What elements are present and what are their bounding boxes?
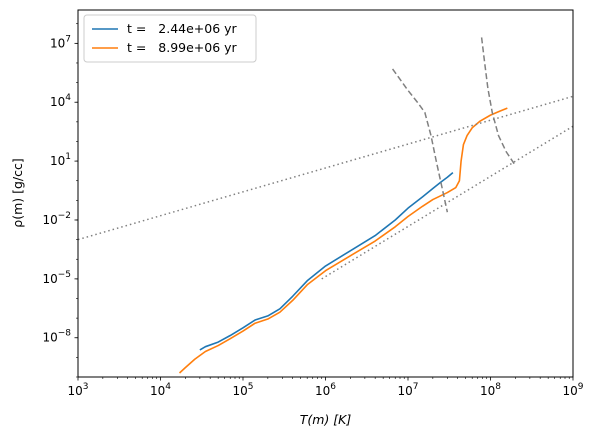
series-line-3 bbox=[78, 95, 573, 241]
y-tick-label: 10−2 bbox=[42, 211, 71, 227]
legend-label-series-2: t = 8.99e+06 yr bbox=[127, 40, 238, 55]
x-tick-label: 108 bbox=[480, 382, 501, 398]
legend-label-series-1: t = 2.44e+06 yr bbox=[127, 21, 238, 36]
x-axis-label-text: T(m) [K] bbox=[300, 412, 352, 427]
y-axis-ticks: 10−8 10−5 10−2 101 104 107 bbox=[42, 23, 78, 378]
svg-text:ρ(m) [g/cc]: ρ(m) [g/cc] bbox=[10, 158, 25, 227]
series-line-6 bbox=[480, 37, 516, 166]
y-axis-label: ρ(m) [g/cc] bbox=[10, 158, 25, 227]
x-tick-label: 106 bbox=[315, 382, 336, 398]
x-axis-label: T(m) [K] bbox=[300, 412, 352, 427]
legend: t = 2.44e+06 yr t = 8.99e+06 yr bbox=[83, 14, 257, 63]
x-tick-label: 107 bbox=[397, 382, 418, 398]
x-axis-ticks: 103 104 105 106 107 108 109 bbox=[67, 377, 584, 398]
y-axis-label-text: ρ(m) [g/cc] bbox=[10, 158, 25, 227]
series-layer bbox=[78, 37, 573, 374]
x-tick-label: 103 bbox=[67, 382, 88, 398]
series-line-2 bbox=[178, 107, 508, 374]
y-tick-label: 101 bbox=[50, 152, 71, 168]
svg-text:T(m) [K]: T(m) [K] bbox=[300, 412, 352, 427]
legend-box bbox=[83, 14, 257, 63]
x-tick-label: 104 bbox=[150, 382, 171, 398]
y-tick-label: 10−8 bbox=[42, 329, 71, 345]
x-tick-label: 109 bbox=[562, 382, 583, 398]
x-tick-label: 105 bbox=[232, 382, 253, 398]
y-tick-label: 107 bbox=[50, 34, 71, 50]
series-line-5 bbox=[391, 68, 449, 213]
y-tick-label: 104 bbox=[50, 93, 71, 109]
y-tick-label: 10−5 bbox=[42, 270, 71, 286]
series-line-1 bbox=[199, 171, 454, 351]
